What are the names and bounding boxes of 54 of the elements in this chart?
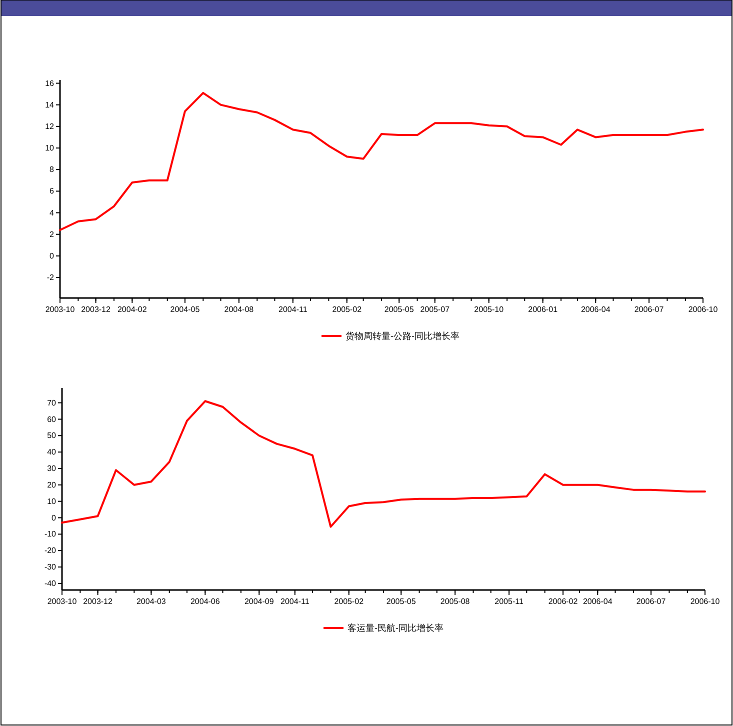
x-tick-label: 2005-02 — [332, 305, 362, 314]
x-tick-label: 2003-12 — [81, 305, 112, 314]
x-tick-label: 2003-10 — [47, 597, 78, 606]
y-tick-label: 0 — [50, 251, 55, 260]
x-tick-label: 2004-02 — [117, 305, 148, 314]
y-tick-label: -2 — [46, 273, 55, 282]
x-tick-label: 2006-04 — [580, 305, 611, 314]
y-tick-label: 14 — [45, 100, 55, 110]
y-tick-label: 60 — [47, 414, 57, 424]
y-tick-label: 30 — [47, 464, 57, 474]
y-tick-label: 50 — [47, 431, 57, 440]
x-tick-label: 2004-08 — [224, 305, 254, 314]
x-tick-label: 2006-07 — [634, 305, 664, 314]
y-tick-label: -20 — [44, 546, 57, 556]
legend-label: 货物周转量-公路-同比增长率 — [346, 330, 460, 341]
x-tick-label: 2004-09 — [244, 597, 274, 606]
x-tick-label: 2005-02 — [334, 597, 364, 606]
x-tick-label: 2006-04 — [582, 597, 613, 606]
line-series — [59, 92, 704, 232]
x-tick-label: 2004-11 — [280, 597, 310, 606]
y-tick-label: 2 — [50, 230, 55, 239]
y-tick-label: 8 — [50, 165, 55, 174]
y-tick-label: 20 — [47, 480, 57, 490]
x-tick-label: 2005-05 — [384, 305, 414, 314]
y-tick-label: -40 — [44, 578, 57, 588]
y-tick-label: 16 — [45, 78, 55, 88]
y-tick-label: 4 — [50, 208, 55, 218]
y-tick-label: -30 — [44, 562, 57, 572]
y-tick-label: 40 — [47, 448, 57, 457]
x-tick-label: 2006-10 — [690, 597, 720, 606]
x-tick-label: 2005-11 — [494, 597, 524, 606]
y-tick-label: 0 — [52, 513, 57, 522]
line-series — [61, 400, 706, 528]
x-tick-label: 2005-10 — [474, 305, 504, 314]
y-tick-label: 10 — [45, 144, 55, 153]
x-tick-label: 2005-07 — [420, 305, 450, 314]
x-tick-label: 2004-06 — [190, 597, 220, 606]
x-tick-label: 2004-03 — [136, 597, 166, 606]
x-tick-label: 2004-05 — [170, 305, 200, 314]
legend-label: 客运量-民航-同比增长率 — [348, 622, 444, 633]
x-tick-label: 2003-12 — [83, 597, 114, 606]
x-tick-label: 2006-01 — [528, 305, 558, 314]
y-tick-label: 12 — [45, 122, 55, 131]
y-tick-label: -10 — [44, 530, 57, 539]
y-tick-label: 10 — [47, 496, 57, 506]
y-tick-label: 6 — [50, 186, 55, 196]
x-tick-label: 2004-11 — [278, 305, 308, 314]
x-tick-label: 2006-02 — [548, 597, 578, 606]
y-tick-label: 70 — [47, 398, 57, 408]
x-tick-label: 2003-10 — [45, 305, 76, 314]
x-tick-label: 2006-10 — [688, 305, 718, 314]
x-tick-label: 2005-05 — [386, 597, 416, 606]
x-tick-label: 2005-08 — [440, 597, 470, 606]
x-tick-label: 2006-07 — [636, 597, 666, 606]
